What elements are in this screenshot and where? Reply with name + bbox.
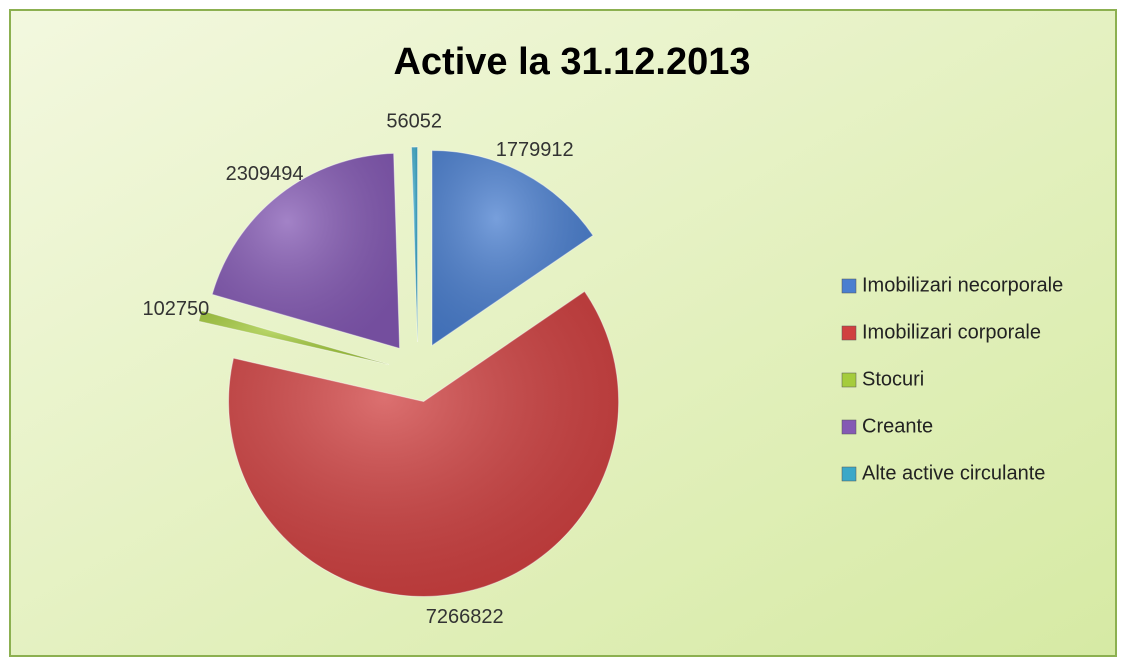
legend-label: Creante bbox=[862, 415, 933, 437]
data-label: 1779912 bbox=[496, 139, 574, 161]
legend-label: Alte active circulante bbox=[862, 462, 1045, 484]
legend-swatch bbox=[841, 278, 857, 294]
slice-shade bbox=[212, 153, 400, 349]
legend-swatch bbox=[841, 466, 857, 482]
legend-swatch bbox=[841, 372, 857, 388]
chart-title: Active la 31.12.2013 bbox=[393, 41, 750, 83]
legend-label: Stocuri bbox=[862, 368, 924, 390]
slice-shade bbox=[432, 150, 593, 346]
slice-shade bbox=[411, 147, 418, 343]
legend-swatch bbox=[841, 325, 857, 341]
data-label: 7266822 bbox=[426, 606, 504, 628]
legend-swatch bbox=[841, 419, 857, 435]
legend-label: Imobilizari corporale bbox=[862, 321, 1041, 343]
slice-shade bbox=[228, 291, 619, 597]
data-label: 56052 bbox=[386, 110, 442, 132]
data-label: 2309494 bbox=[226, 163, 304, 185]
slice-shade bbox=[198, 310, 389, 365]
legend-label: Imobilizari necorporale bbox=[862, 274, 1063, 296]
data-label: 102750 bbox=[143, 298, 210, 320]
